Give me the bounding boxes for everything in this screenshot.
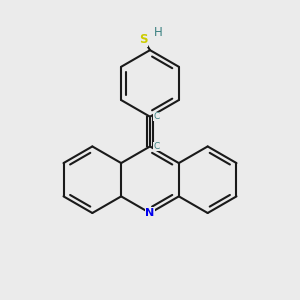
Text: S: S (139, 33, 148, 46)
Text: H: H (154, 26, 163, 39)
Text: N: N (146, 208, 154, 218)
Text: C: C (153, 142, 160, 151)
Text: C: C (153, 112, 160, 121)
